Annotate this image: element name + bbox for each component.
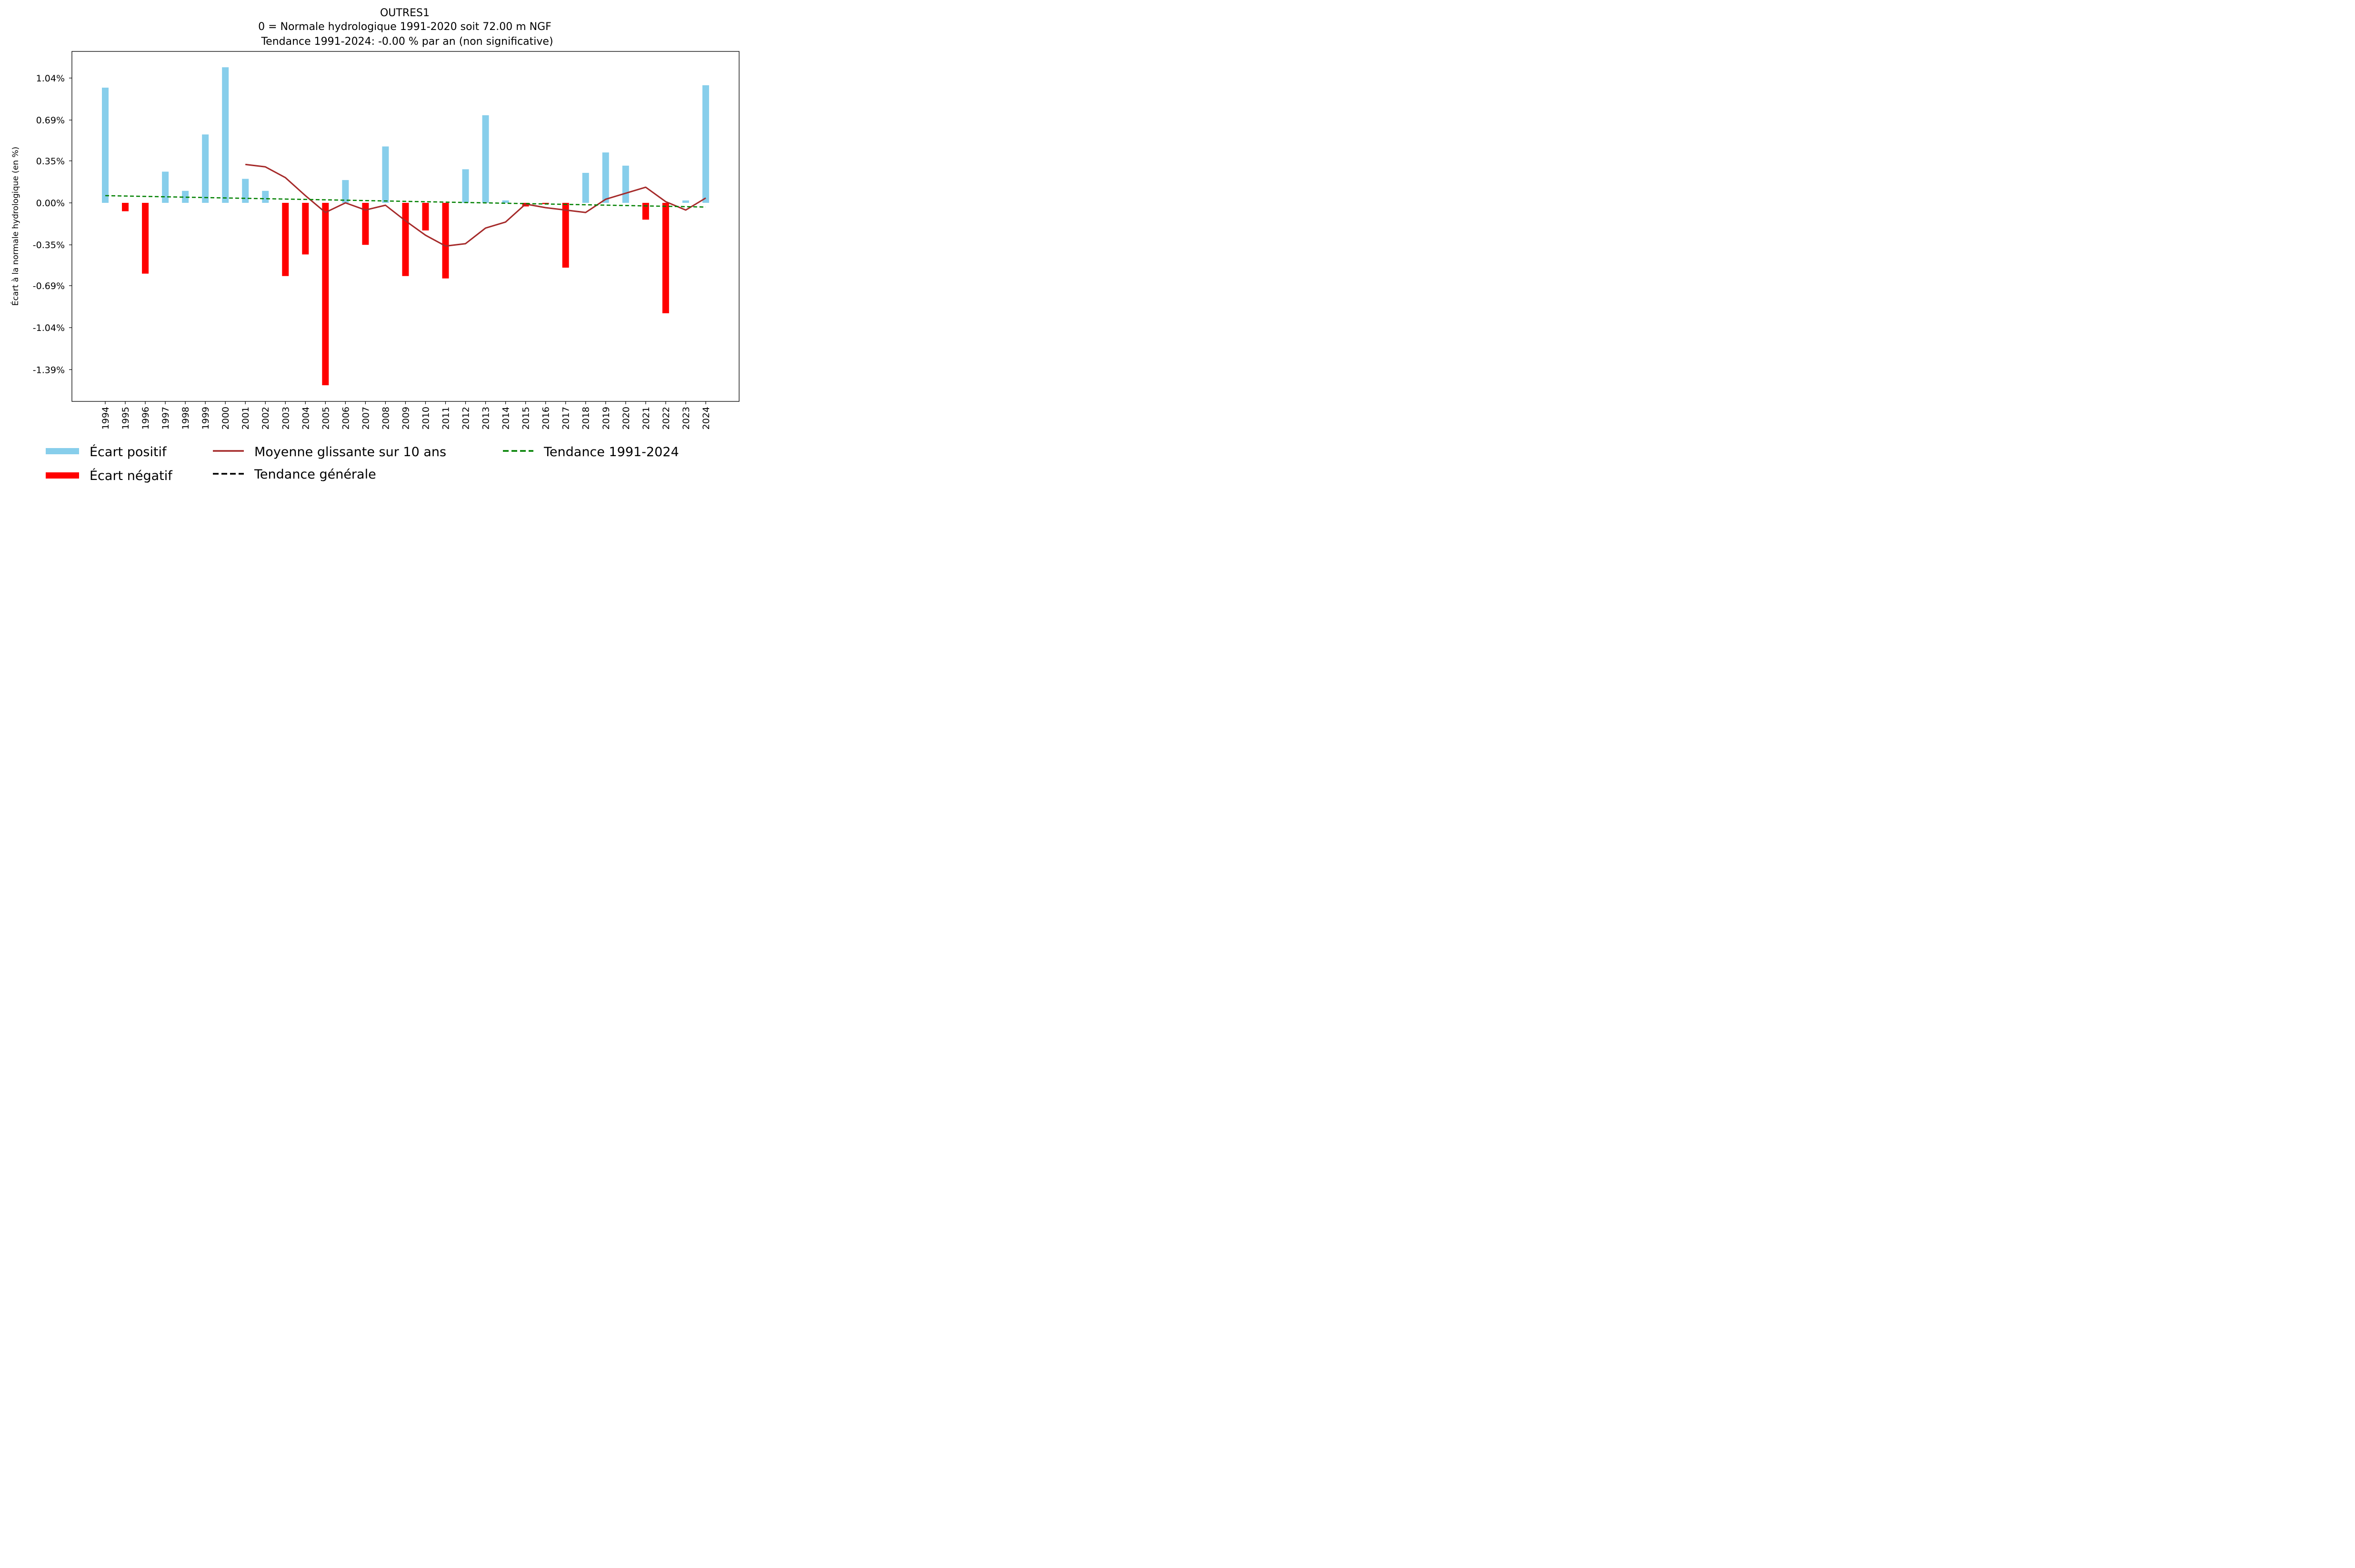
legend-label-trend-period: Tendance 1991-2024 bbox=[543, 445, 679, 459]
x-tick-label: 1997 bbox=[160, 407, 171, 429]
y-tick-label: 0.00% bbox=[36, 198, 65, 209]
bar-2005 bbox=[322, 203, 329, 386]
legend-swatch-positive bbox=[46, 448, 79, 454]
legend-label-positive: Écart positif bbox=[90, 444, 167, 459]
bar-2022 bbox=[662, 203, 669, 313]
legend-label-negative: Écart négatif bbox=[90, 468, 173, 483]
y-tick-label: -0.35% bbox=[33, 240, 65, 250]
y-tick-label: -0.69% bbox=[33, 281, 65, 291]
legend-item-positive: Écart positif bbox=[46, 444, 167, 459]
x-tick-label: 2012 bbox=[461, 407, 471, 429]
bar-2010 bbox=[422, 203, 429, 230]
bar-1997 bbox=[162, 171, 169, 203]
bar-2017 bbox=[562, 203, 569, 268]
x-tick-label: 2006 bbox=[341, 407, 351, 429]
bar-2019 bbox=[602, 152, 609, 203]
x-tick-label: 1999 bbox=[200, 407, 211, 429]
bar-2013 bbox=[482, 115, 489, 203]
bar-2024 bbox=[702, 85, 709, 203]
x-tick-label: 2017 bbox=[561, 407, 571, 429]
bar-2021 bbox=[642, 203, 649, 220]
x-tick-label: 2016 bbox=[541, 407, 551, 429]
x-tick-label: 2000 bbox=[220, 407, 231, 429]
x-tick-label: 1996 bbox=[140, 407, 151, 429]
trend-line bbox=[105, 195, 706, 208]
legend-item-moving-average: Moyenne glissante sur 10 ans bbox=[213, 445, 446, 459]
bar-2023 bbox=[682, 200, 689, 203]
bar-2000 bbox=[222, 67, 229, 203]
x-tick-label: 2007 bbox=[361, 407, 371, 429]
bar-1995 bbox=[122, 203, 129, 211]
bar-2011 bbox=[442, 203, 449, 279]
x-tick-label: 1998 bbox=[180, 407, 191, 429]
bar-2003 bbox=[282, 203, 289, 276]
x-tick-label: 2020 bbox=[621, 407, 631, 429]
y-tick-label: -1.39% bbox=[33, 365, 65, 375]
bar-2020 bbox=[622, 165, 629, 203]
moving-average-line bbox=[245, 163, 706, 247]
bar-1999 bbox=[202, 134, 209, 203]
x-tick-label: 2015 bbox=[521, 407, 531, 429]
bar-2002 bbox=[262, 190, 269, 203]
chart-titles: OUTRES1 0 = Normale hydrologique 1991-20… bbox=[258, 7, 553, 48]
x-tick-label: 2018 bbox=[581, 407, 591, 429]
y-axis: 1.04% 0.69% 0.35% 0.00% -0.35% -0.69% -1.04% -1… bbox=[33, 73, 72, 375]
legend-label-general-trend: Tendance générale bbox=[254, 467, 376, 482]
legend-item-general-trend: Tendance générale bbox=[213, 467, 376, 482]
x-tick-label: 2022 bbox=[661, 407, 671, 429]
legend-label-moving-average: Moyenne glissante sur 10 ans bbox=[254, 445, 446, 459]
legend-item-trend-period: Tendance 1991-2024 bbox=[503, 445, 679, 459]
y-tick-label: 0.35% bbox=[36, 156, 65, 167]
y-tick-label: 0.69% bbox=[36, 115, 65, 126]
bar-2008 bbox=[382, 146, 389, 203]
bar-2006 bbox=[342, 180, 349, 203]
x-tick-label: 2010 bbox=[421, 407, 431, 429]
legend-swatch-negative bbox=[46, 472, 79, 479]
chart: OUTRES1 0 = Normale hydrologique 1991-20… bbox=[10, 7, 740, 483]
y-tick-label: -1.04% bbox=[33, 323, 65, 333]
x-tick-label: 2019 bbox=[601, 407, 611, 429]
x-tick-label: 2009 bbox=[401, 407, 411, 429]
chart-subtitle-1: 0 = Normale hydrologique 1991-2020 soit … bbox=[258, 21, 551, 33]
x-tick-label: 2011 bbox=[441, 407, 451, 429]
bar-2004 bbox=[302, 203, 309, 255]
x-tick-label: 2004 bbox=[301, 407, 311, 429]
bar-2001 bbox=[242, 179, 249, 203]
x-tick-label: 1995 bbox=[120, 407, 131, 429]
x-tick-label: 2001 bbox=[241, 407, 251, 429]
chart-subtitle-2: Tendance 1991-2024: -0.00 % par an (non … bbox=[261, 36, 553, 48]
bar-2007 bbox=[362, 203, 369, 245]
x-tick-label: 2002 bbox=[261, 407, 271, 429]
y-tick-label: 1.04% bbox=[36, 73, 65, 84]
x-tick-label: 2021 bbox=[641, 407, 651, 429]
bar-2012 bbox=[462, 169, 469, 203]
x-axis: 1994 1995 1996 1997 1998 1999 2000 2001 2002 2003… bbox=[100, 401, 712, 429]
bars-group bbox=[102, 67, 709, 386]
legend: Écart positif Moyenne glissante sur 10 a… bbox=[46, 444, 679, 483]
x-tick-label: 1994 bbox=[100, 407, 111, 429]
legend-item-negative: Écart négatif bbox=[46, 468, 173, 483]
bar-1994 bbox=[102, 88, 109, 203]
bar-2009 bbox=[402, 203, 409, 276]
x-tick-label: 2013 bbox=[481, 407, 491, 429]
x-tick-label: 2023 bbox=[681, 407, 691, 429]
bar-1996 bbox=[142, 203, 149, 274]
x-tick-label: 2014 bbox=[501, 407, 511, 429]
bar-1998 bbox=[182, 190, 189, 203]
bar-2014 bbox=[502, 200, 509, 203]
x-tick-label: 2024 bbox=[701, 407, 712, 429]
y-axis-label: Écart à la normale hydrologique (en %) bbox=[10, 147, 20, 306]
plot-area bbox=[71, 51, 740, 402]
x-tick-label: 2005 bbox=[321, 407, 331, 429]
x-tick-label: 2003 bbox=[281, 407, 291, 429]
bar-2018 bbox=[582, 173, 589, 203]
lines-group bbox=[105, 163, 706, 247]
x-tick-label: 2008 bbox=[381, 407, 391, 429]
chart-title: OUTRES1 bbox=[380, 7, 430, 19]
